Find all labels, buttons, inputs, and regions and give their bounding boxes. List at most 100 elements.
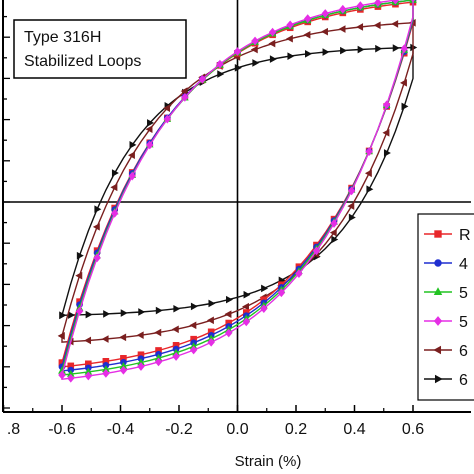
legend-item: 4: [424, 256, 468, 273]
data-point: [400, 44, 408, 54]
data-point: [127, 151, 135, 160]
data-point: [277, 288, 286, 298]
data-point: [208, 299, 216, 308]
data-point: [433, 345, 442, 355]
data-point: [76, 251, 84, 260]
data-point: [434, 374, 443, 384]
data-point: [285, 34, 293, 43]
data-point: [85, 310, 93, 319]
annotation-box: Type 316H Stabilized Loops: [13, 19, 187, 79]
data-point: [401, 102, 409, 111]
data-point: [410, 0, 416, 3]
data-point: [391, 20, 399, 28]
data-point: [206, 316, 214, 325]
data-point: [321, 9, 329, 18]
data-point: [250, 45, 258, 54]
data-point: [347, 202, 355, 210]
data-point: [120, 309, 128, 317]
series-layer: [57, 0, 418, 383]
x-tick-label: -0.6: [48, 421, 76, 438]
data-point: [242, 302, 249, 311]
data-point: [252, 59, 260, 67]
legend-item: 6: [424, 372, 468, 389]
data-point: [75, 306, 84, 316]
legend-item: 5: [424, 285, 468, 302]
data-point: [216, 59, 224, 69]
data-point: [356, 1, 365, 11]
data-point: [261, 284, 269, 293]
data-point: [146, 140, 154, 150]
data-point: [365, 147, 373, 157]
x-tick-label: 0.2: [285, 421, 307, 438]
annotation-line-1: Type 316H: [24, 29, 101, 46]
data-point: [58, 370, 66, 380]
legend-label: 5: [459, 314, 468, 331]
data-point: [138, 308, 146, 316]
data-point: [331, 235, 339, 244]
data-point: [225, 328, 233, 338]
data-point: [180, 87, 188, 95]
data-point: [119, 365, 128, 375]
data-point: [382, 128, 390, 137]
legend-item: R: [424, 227, 471, 244]
x-tick-label: 0.6: [402, 421, 424, 438]
data-point: [110, 183, 118, 192]
legend-label: 4: [459, 256, 468, 273]
data-point: [433, 316, 443, 326]
data-point: [173, 304, 181, 313]
data-point: [366, 185, 374, 194]
data-point: [392, 44, 400, 52]
data-point: [103, 310, 111, 318]
data-point: [374, 0, 382, 8]
data-point: [67, 373, 75, 383]
data-point: [357, 45, 365, 54]
data-point: [198, 74, 207, 84]
data-point: [154, 328, 162, 337]
data-point: [154, 357, 163, 367]
data-point: [163, 104, 170, 112]
data-point: [84, 371, 93, 381]
data-point: [172, 352, 180, 361]
data-point: [356, 23, 364, 31]
data-point: [94, 205, 102, 214]
data-point: [190, 302, 198, 311]
data-point: [234, 64, 242, 72]
legend-label: R: [459, 227, 471, 244]
data-point: [434, 259, 442, 267]
data-point: [102, 369, 110, 378]
annotation-frame: [13, 19, 187, 79]
y-ticks: [3, 15, 10, 409]
data-point: [129, 141, 137, 149]
data-point: [321, 27, 328, 36]
data-point: [348, 213, 356, 222]
data-point: [434, 230, 442, 238]
x-tick-label: -0.2: [165, 421, 193, 438]
x-tick-label: .8: [7, 421, 20, 438]
data-point: [347, 186, 356, 196]
data-point: [163, 114, 171, 124]
data-point: [171, 325, 179, 334]
data-point: [93, 253, 101, 263]
data-point: [181, 93, 189, 102]
data-point: [340, 46, 348, 55]
data-point: [226, 295, 233, 304]
data-point: [286, 20, 294, 30]
data-point: [373, 21, 381, 30]
data-point: [330, 219, 338, 228]
data-point: [101, 335, 109, 343]
data-point: [260, 304, 268, 313]
legend: R 4 5 5 6 6: [417, 213, 474, 401]
data-point: [329, 228, 337, 237]
data-point: [57, 332, 65, 340]
data-point: [242, 317, 250, 327]
legend-label: 6: [459, 343, 468, 360]
data-point: [287, 52, 295, 60]
data-point: [382, 100, 391, 110]
data-point: [145, 125, 153, 134]
series-line: [61, 0, 414, 380]
data-point: [111, 169, 119, 177]
x-tick-label: 0.0: [226, 421, 248, 438]
data-point: [137, 362, 145, 371]
x-tick-label: 0.4: [343, 421, 365, 438]
legend-frame: [417, 213, 474, 401]
